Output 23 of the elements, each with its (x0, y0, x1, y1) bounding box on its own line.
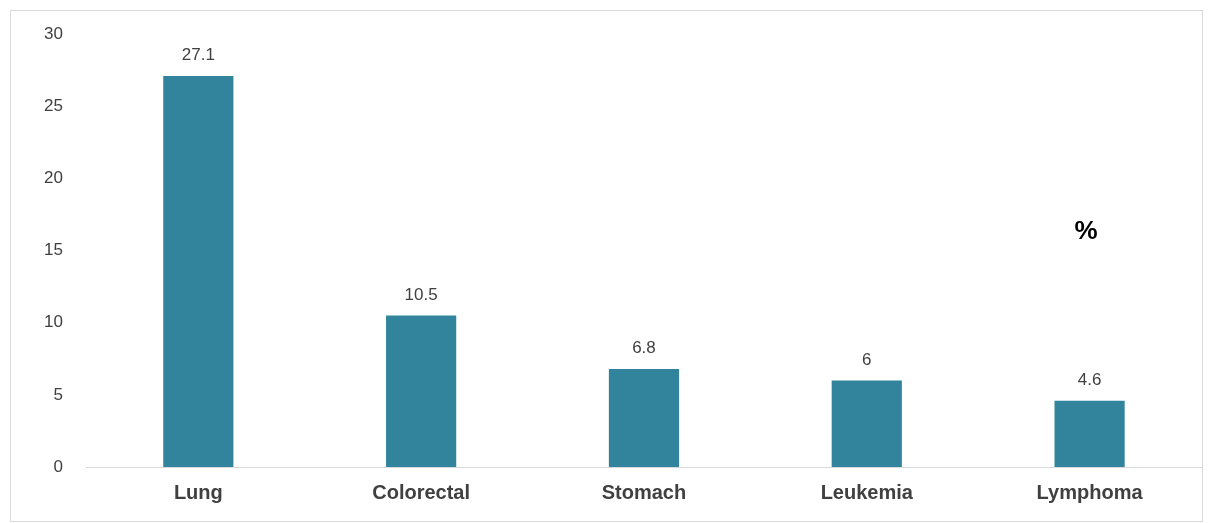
y-tick-label: 0 (53, 456, 63, 476)
annotation: % (1074, 215, 1098, 246)
x-tick-label: Stomach (601, 480, 687, 503)
y-tick-label: 5 (53, 384, 63, 404)
data-label: 10.5 (404, 284, 438, 304)
data-label: 6 (862, 349, 872, 369)
y-tick-label: 10 (43, 312, 63, 332)
bar (386, 315, 457, 467)
y-tick-label: 20 (43, 168, 63, 188)
data-label: 27.1 (181, 45, 215, 65)
bar (831, 380, 902, 467)
bar (608, 368, 680, 467)
y-tick-label: 25 (43, 96, 63, 116)
bar (1054, 400, 1125, 467)
y-tick-label: 30 (43, 23, 63, 43)
x-tick-label: Lymphoma (1036, 480, 1144, 503)
x-tick-label: Colorectal (372, 480, 471, 503)
bar (163, 76, 234, 467)
x-tick-label: Leukemia (820, 480, 914, 503)
y-tick-label: 15 (43, 240, 63, 260)
x-tick-label: Lung (173, 480, 223, 503)
data-label: 6.8 (632, 338, 656, 358)
data-label: 4.6 (1077, 369, 1102, 389)
